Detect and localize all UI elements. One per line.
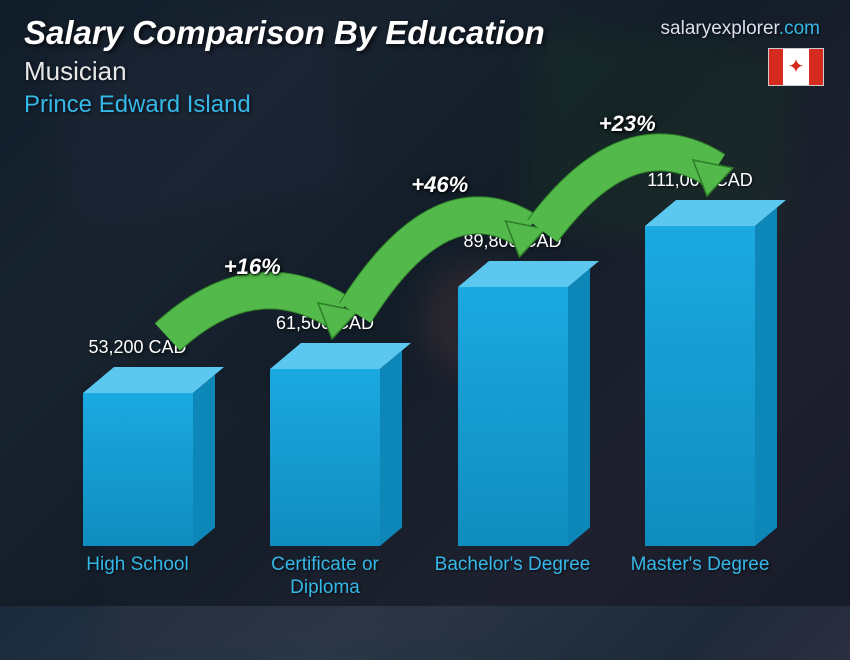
- bar-slot: 89,800 CADBachelor's Degree: [430, 287, 595, 546]
- salary-bar-chart: 53,200 CADHigh School61,500 CADCertifica…: [40, 150, 790, 546]
- bar: 111,000 CAD: [645, 226, 755, 546]
- bar: 89,800 CAD: [458, 287, 568, 546]
- increase-pct-label: +46%: [411, 172, 468, 198]
- bar-value-label: 53,200 CAD: [48, 337, 228, 358]
- bar-slot: 111,000 CADMaster's Degree: [618, 226, 783, 546]
- increase-pct-label: +16%: [224, 254, 281, 280]
- bar-slot: 61,500 CADCertificate or Diploma: [243, 369, 408, 546]
- bar-value-label: 89,800 CAD: [423, 231, 603, 252]
- bar: 53,200 CAD: [83, 393, 193, 546]
- subtitle: Musician: [24, 56, 826, 87]
- watermark-suffix: .com: [779, 18, 820, 39]
- bar-category-label: High School: [53, 554, 223, 577]
- bar: 61,500 CAD: [270, 369, 380, 546]
- bar-slot: 53,200 CADHigh School: [55, 393, 220, 546]
- watermark-brand: salaryexplorer: [661, 18, 779, 39]
- canada-flag-icon: ✦: [768, 48, 824, 86]
- bar-value-label: 111,000 CAD: [610, 170, 790, 191]
- bar-category-label: Bachelor's Degree: [428, 554, 598, 577]
- location-label: Prince Edward Island: [24, 91, 826, 119]
- bar-value-label: 61,500 CAD: [235, 313, 415, 334]
- bar-category-label: Master's Degree: [615, 554, 785, 577]
- watermark: salaryexplorer.com: [661, 18, 820, 40]
- bar-category-label: Certificate or Diploma: [240, 554, 410, 600]
